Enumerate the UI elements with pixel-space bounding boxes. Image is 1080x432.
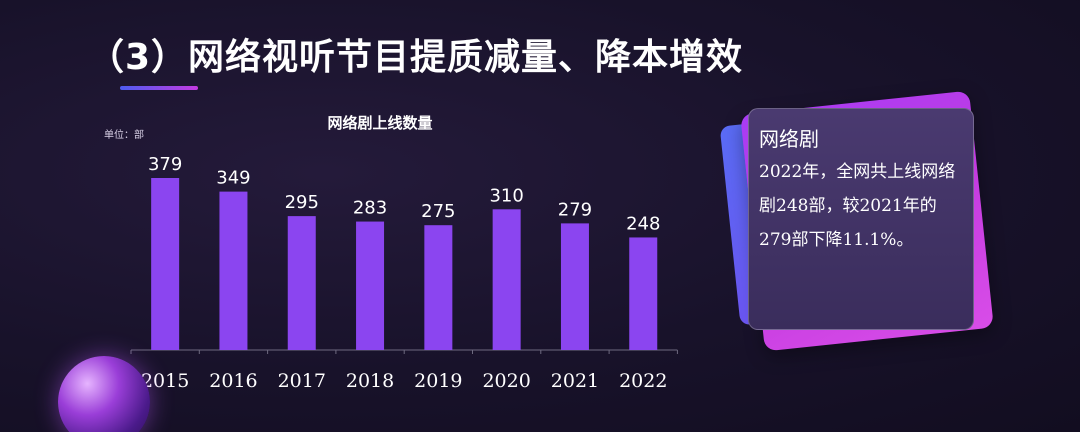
bar-chart: 379 2015 349 2016 295 2017 283 2018 275 2019 310 20… [130, 154, 678, 392]
data-label-2017: 295 [285, 192, 319, 213]
data-label-2015: 379 [148, 154, 182, 175]
data-label-2022: 248 [626, 213, 660, 234]
bar-2020 [492, 209, 521, 350]
tick-label-2015: 2015 [141, 370, 189, 392]
data-label-2021: 279 [558, 199, 592, 220]
data-label-2020: 310 [489, 185, 523, 206]
bar-2021 [560, 223, 589, 350]
card-heading: 网络剧 [759, 127, 819, 151]
chart-title: 网络剧上线数量 [327, 114, 433, 132]
data-label-2019: 275 [421, 201, 455, 222]
tick-label-2017: 2017 [278, 370, 326, 392]
data-label-2016: 349 [216, 168, 250, 189]
page-title: （3）网络视听节目提质减量、降本增效 [88, 37, 744, 78]
bar-2017 [287, 216, 316, 350]
card-text: 2022年，全网共上线网络剧248部，较2021年的279部下降11.1%。 [759, 162, 956, 250]
bar-2022 [629, 237, 658, 350]
data-label-2018: 283 [353, 198, 387, 219]
tick-label-2019: 2019 [414, 370, 462, 392]
title-underline [120, 86, 198, 90]
bar-2016 [219, 191, 248, 350]
tick-label-2020: 2020 [482, 370, 530, 392]
tick-label-2021: 2021 [551, 370, 599, 392]
unit-label: 单位：部 [104, 130, 144, 141]
info-card: 网络剧 2022年，全网共上线网络剧248部，较2021年的279部下降11.1… [719, 88, 996, 352]
bar-2018 [356, 221, 385, 350]
tick-label-2022: 2022 [619, 370, 667, 392]
tick-label-2018: 2018 [346, 370, 394, 392]
card-front: 网络剧 2022年，全网共上线网络剧248部，较2021年的279部下降11.1… [748, 108, 974, 330]
bar-2015 [151, 178, 180, 350]
decorative-orb [58, 356, 150, 432]
tick-label-2016: 2016 [209, 370, 257, 392]
bar-2019 [424, 225, 453, 350]
